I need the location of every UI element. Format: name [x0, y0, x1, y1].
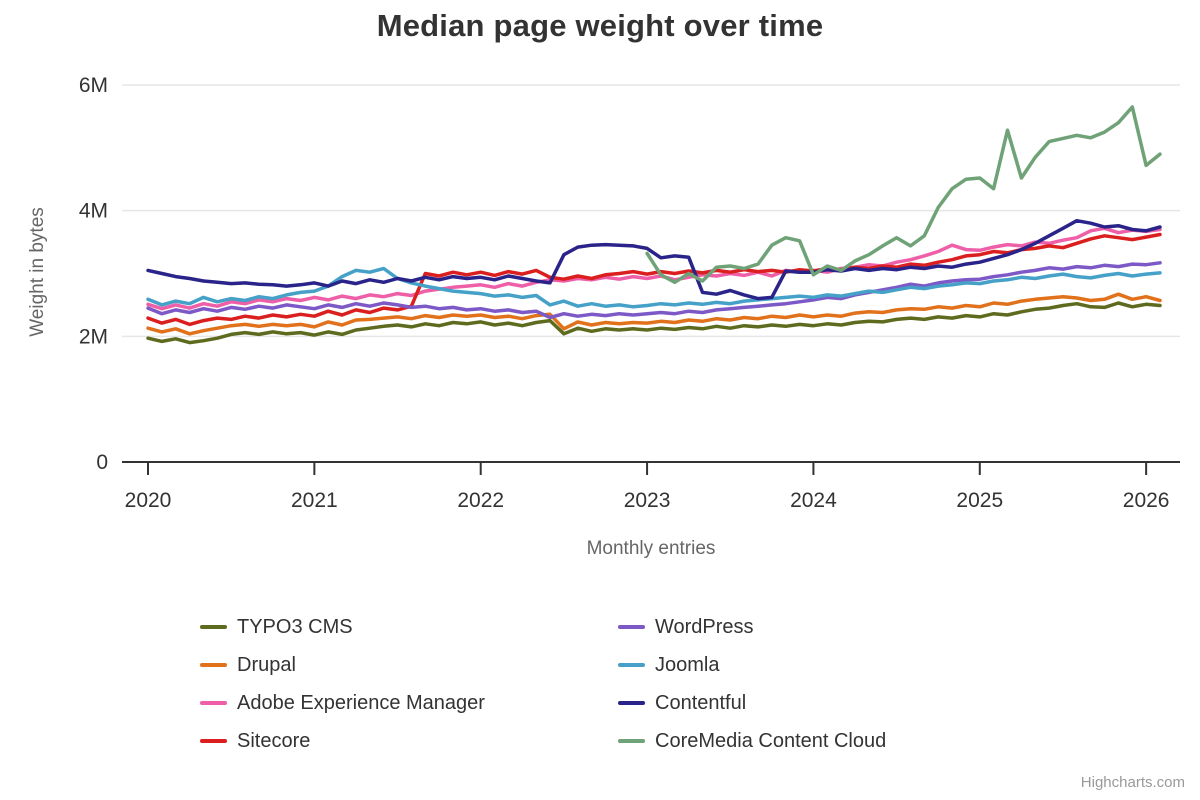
legend-column-1: TYPO3 CMS Drupal Adobe Experience Manager S…	[200, 608, 618, 760]
series-line-wordpress[interactable]	[146, 261, 1162, 320]
series-line-contentful[interactable]	[146, 218, 1162, 301]
chart-title: Median page weight over time	[376, 8, 824, 43]
y-tick-label-0: 0	[96, 451, 108, 474]
legend-marker-contentful	[618, 701, 645, 705]
legend-label-adobe-experience-manager: Adobe Experience Manager	[237, 691, 485, 714]
legend-item-wordpress[interactable]: WordPress	[618, 608, 1038, 646]
x-tick-label-2022: 2022	[457, 489, 504, 512]
legend-marker-sitecore	[200, 739, 227, 743]
legend-label-coremedia-content-cloud: CoreMedia Content Cloud	[655, 729, 887, 752]
x-axis-title: Monthly entries	[586, 538, 716, 559]
legend-item-joomla[interactable]: Joomla	[618, 646, 1038, 684]
legend-marker-adobe-experience-manager	[200, 701, 227, 705]
legend-item-coremedia-content-cloud[interactable]: CoreMedia Content Cloud	[618, 722, 1038, 760]
legend-label-wordpress: WordPress	[655, 615, 754, 638]
x-tick-label-2020: 2020	[125, 489, 172, 512]
x-tick-label-2023: 2023	[624, 489, 671, 512]
legend-label-joomla: Joomla	[655, 653, 720, 676]
series-line-coremedia-content-cloud[interactable]	[645, 105, 1162, 285]
series-line-drupal[interactable]	[146, 292, 1162, 336]
legend-item-contentful[interactable]: Contentful	[618, 684, 1038, 722]
y-tick-label-6M: 6M	[79, 74, 108, 97]
legend-column-2: WordPress Joomla Contentful CoreMedia Conte…	[618, 608, 1038, 760]
legend-item-drupal[interactable]: Drupal	[200, 646, 618, 684]
highcharts-credits[interactable]: Highcharts.com	[1080, 774, 1185, 791]
x-tick-label-2026: 2026	[1123, 489, 1170, 512]
legend-label-sitecore: Sitecore	[237, 729, 311, 752]
series-line-typo3-cms[interactable]	[146, 301, 1162, 345]
legend-item-sitecore[interactable]: Sitecore	[200, 722, 618, 760]
legend-item-adobe-experience-manager[interactable]: Adobe Experience Manager	[200, 684, 618, 722]
x-tick-label-2025: 2025	[956, 489, 1003, 512]
legend-label-drupal: Drupal	[237, 653, 296, 676]
legend: TYPO3 CMS Drupal Adobe Experience Manager S…	[200, 608, 1060, 760]
series-line-joomla[interactable]	[146, 266, 1162, 309]
series-line-sitecore[interactable]	[146, 232, 1162, 327]
y-tick-label-4M: 4M	[79, 200, 108, 223]
legend-label-typo3-cms: TYPO3 CMS	[237, 615, 353, 638]
legend-item-typo3-cms[interactable]: TYPO3 CMS	[200, 608, 618, 646]
legend-marker-joomla	[618, 663, 645, 667]
y-axis-title: Weight in bytes	[27, 207, 48, 337]
legend-marker-coremedia-content-cloud	[618, 739, 645, 743]
legend-marker-typo3-cms	[200, 625, 227, 629]
x-tick-label-2024: 2024	[790, 489, 837, 512]
y-tick-label-2M: 2M	[79, 325, 108, 348]
legend-marker-wordpress	[618, 625, 645, 629]
x-tick-label-2021: 2021	[291, 489, 338, 512]
legend-label-contentful: Contentful	[655, 691, 747, 714]
series-line-adobe-experience-manager[interactable]	[146, 226, 1162, 311]
legend-marker-drupal	[200, 663, 227, 667]
